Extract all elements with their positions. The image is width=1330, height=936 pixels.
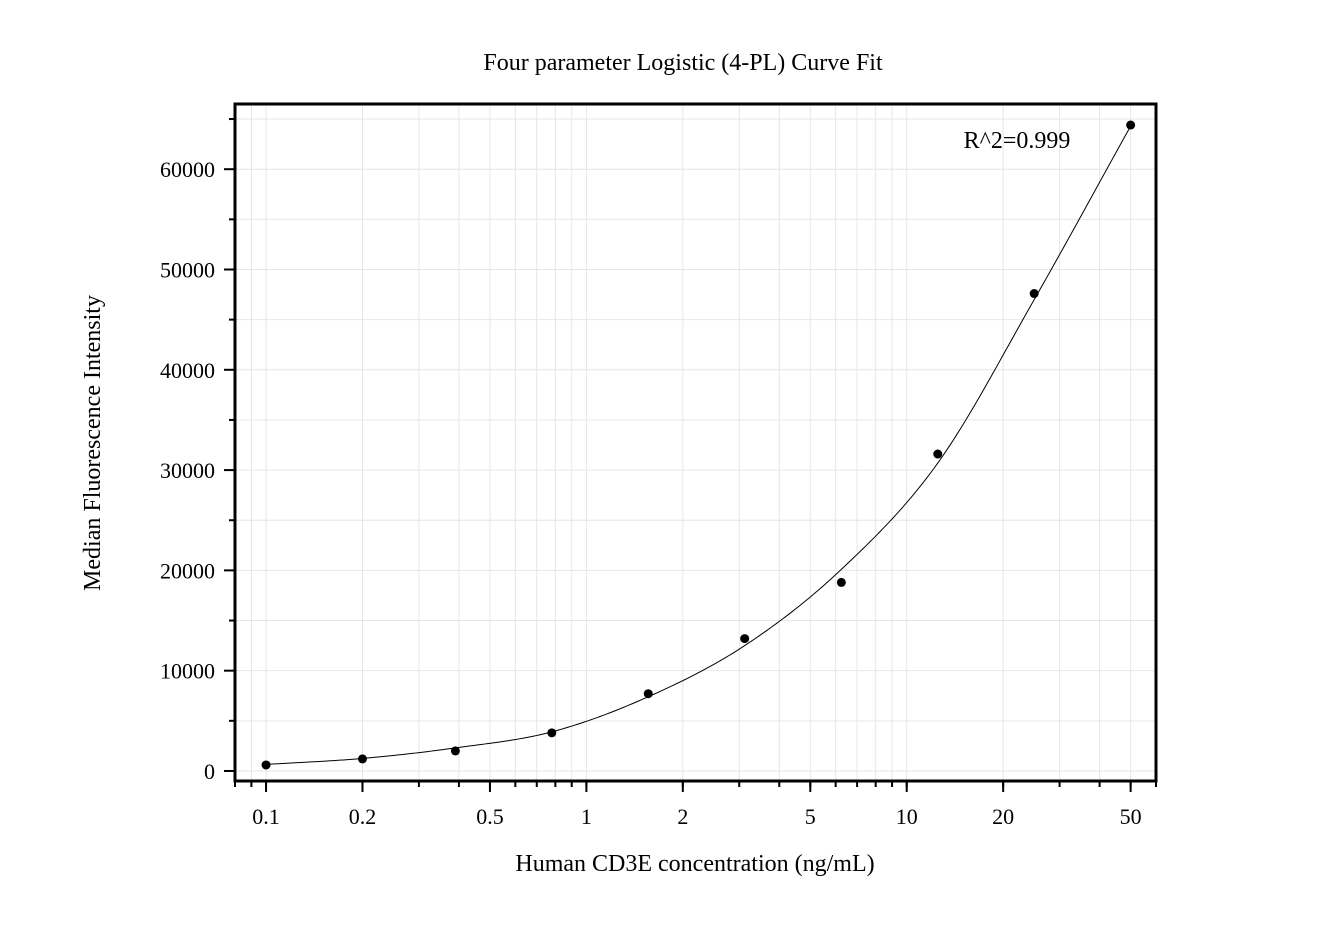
- data-point: [933, 449, 943, 459]
- y-tick-label: 20000: [160, 558, 215, 583]
- grid: [234, 104, 1157, 781]
- y-tick-label: 60000: [160, 157, 215, 182]
- y-axis-label: Median Fluorescence Intensity: [80, 295, 106, 591]
- data-point: [836, 577, 846, 587]
- data-point: [261, 760, 271, 770]
- y-tick-label: 50000: [160, 257, 215, 282]
- data-point: [740, 634, 750, 644]
- tick-labels: 0.1 0.2 0.5 1 2 5 10 20 50 0 10000 20000 30000 40000 5…: [160, 157, 1142, 829]
- plot-frame: [233, 102, 1158, 783]
- x-tick-label: 5: [805, 804, 816, 829]
- x-tick-label: 1: [581, 804, 592, 829]
- x-tick-label: 20: [992, 804, 1014, 829]
- y-tick-label: 10000: [160, 659, 215, 684]
- r-squared-annotation: R^2=0.999: [964, 128, 1071, 154]
- x-tick-label: 0.1: [252, 804, 280, 829]
- y-tick-label: 0: [204, 759, 215, 784]
- data-point: [1029, 289, 1039, 299]
- x-axis-label: Human CD3E concentration (ng/mL): [515, 851, 874, 877]
- axis-ticks: [224, 118, 1157, 792]
- x-tick-label: 0.2: [349, 804, 377, 829]
- fit-curve: [266, 125, 1132, 765]
- x-tick-label: 10: [896, 804, 918, 829]
- x-tick-label: 50: [1120, 804, 1142, 829]
- data-point: [547, 728, 557, 738]
- data-point: [450, 746, 460, 756]
- data-point: [1126, 120, 1136, 130]
- chart-title: Four parameter Logistic (4-PL) Curve Fit: [483, 50, 883, 76]
- y-tick-label: 30000: [160, 458, 215, 483]
- x-tick-label: 0.5: [476, 804, 504, 829]
- y-tick-label: 40000: [160, 358, 215, 383]
- x-tick-label: 2: [677, 804, 688, 829]
- data-point: [643, 689, 653, 699]
- data-points: [261, 120, 1136, 770]
- data-point: [357, 754, 367, 764]
